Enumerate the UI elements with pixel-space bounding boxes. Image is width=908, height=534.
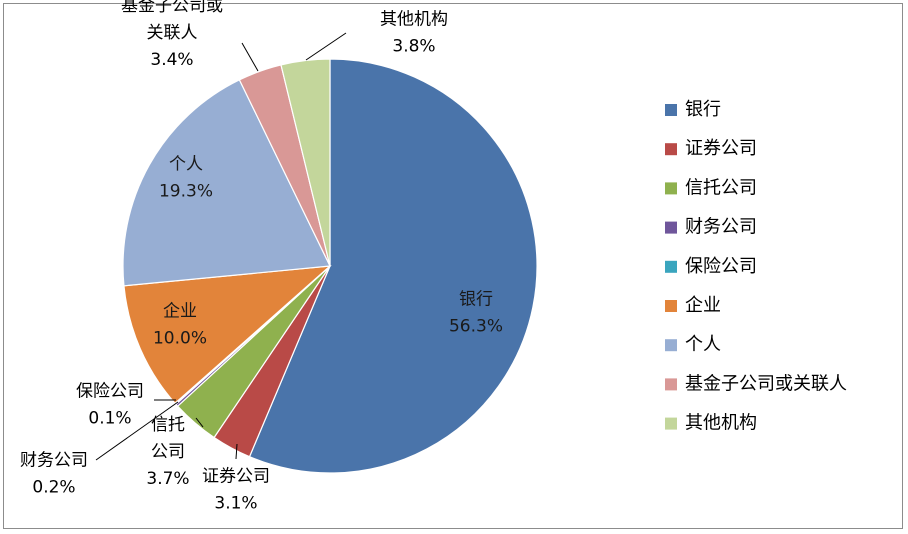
legend-label-8: 其他机构 (685, 413, 757, 434)
legend-label-6: 个人 (685, 334, 721, 355)
leader-line-8 (305, 32, 347, 61)
data-label-0: 银行 56.3% (449, 290, 503, 337)
data-label-1: 证券公司 3.1% (202, 467, 270, 514)
data-label-2: 信托公司 3.7% (146, 415, 189, 489)
pie-slice-0 (248, 58, 538, 474)
data-label-3: 财务公司 0.2% (20, 451, 88, 498)
legend-label-4: 保险公司 (685, 256, 757, 277)
leader-line-3 (95, 401, 179, 461)
leader-line-1 (235, 443, 238, 460)
legend-swatch-3 (665, 221, 677, 234)
legend-label-5: 企业 (685, 295, 721, 316)
legend-label-3: 财务公司 (685, 217, 757, 238)
legend-swatch-1 (665, 143, 677, 156)
leader-line-2 (195, 417, 204, 428)
legend-swatch-0 (665, 104, 677, 116)
leader-lines (95, 32, 347, 461)
pie-slice-6 (122, 79, 331, 287)
leader-line-7 (241, 42, 259, 72)
pie-slice-8 (280, 58, 331, 267)
pie-slices (122, 58, 538, 474)
legend-swatch-4 (665, 260, 677, 273)
data-label-6: 个人 19.3% (159, 155, 213, 202)
data-label-5: 企业 10.0% (153, 302, 207, 349)
data-labels: 银行 56.3% 证券公司 3.1% 信托公司 3.7% 财务公司 0.2% 保险公司 0.1%企… (20, 0, 503, 514)
legend-swatch-8 (665, 417, 677, 430)
legend-swatch-5 (665, 300, 677, 312)
legend-label-7: 基金子公司或关联人 (685, 373, 847, 394)
legend-swatch-6 (665, 339, 677, 352)
legend-label-0: 银行 (685, 99, 721, 120)
legend-label-1: 证券公司 (685, 138, 757, 159)
data-label-8: 其他机构 3.8% (380, 10, 448, 57)
data-label-7: 基金子公司或关联人 3.4% (121, 0, 223, 70)
legend-swatch-7 (665, 378, 677, 391)
pie-slice-5 (123, 265, 332, 405)
legend-label-2: 信托公司 (685, 177, 757, 198)
legend-swatch-2 (665, 182, 677, 195)
data-label-4: 保险公司 0.1% (76, 382, 144, 429)
